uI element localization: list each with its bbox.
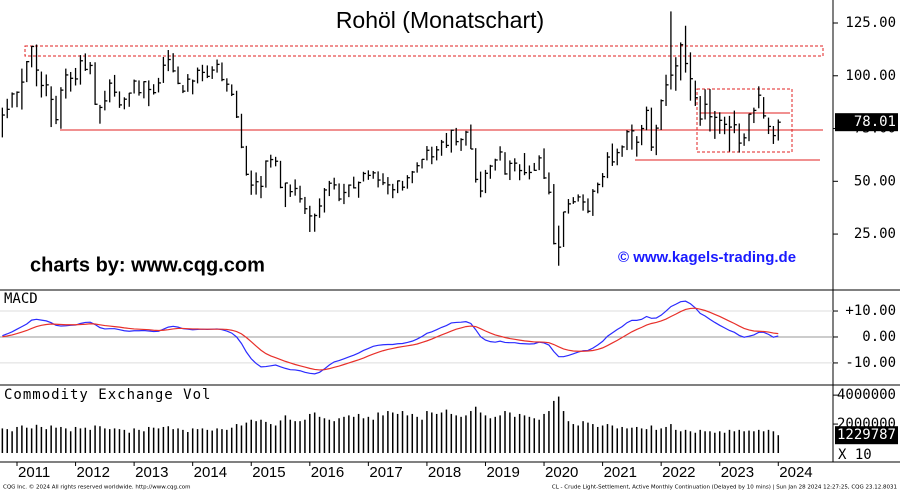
y-tick-label: -10.00	[845, 355, 896, 371]
x-tick-label: 2021	[604, 464, 637, 481]
y-tick-label: 25.00	[854, 226, 896, 242]
y-tick-label: +10.00	[845, 303, 896, 319]
macd-line	[2, 307, 779, 371]
annotations	[24, 45, 824, 161]
x-tick-label: 2018	[428, 464, 461, 481]
panel-title: Commodity Exchange Vol	[4, 387, 211, 403]
x-tick-label: 2024	[779, 464, 812, 481]
range-box	[696, 88, 793, 153]
annotation: © www.kagels-trading.de	[618, 249, 796, 266]
footer-right: CL - Crude Light-Settlement, Active Mont…	[552, 485, 897, 491]
x-tick-label: 2022	[662, 464, 695, 481]
x-tick-label: 2023	[721, 464, 754, 481]
y-tick-label: 4000000	[837, 387, 896, 403]
x-tick-label: 2012	[77, 464, 110, 481]
x-tick-label: 2016	[311, 464, 344, 481]
x-tick-label: 2015	[252, 464, 285, 481]
x-tick-label: 2017	[369, 464, 402, 481]
annotation: charts by: www.cqg.com	[30, 254, 265, 276]
last-price-label: 78.01	[854, 114, 896, 130]
y-tick-label: 125.00	[845, 15, 896, 31]
chart-title: Rohöl (Monatschart)	[336, 7, 544, 33]
panel-title: MACD	[4, 291, 38, 307]
macd-line	[2, 300, 779, 375]
footer-left: CQG Inc. © 2024 All rights reserved worl…	[3, 484, 190, 491]
resistance-zone	[24, 45, 824, 57]
y-tick-label: 100.00	[845, 68, 896, 84]
x-tick-label: 2013	[135, 464, 168, 481]
last-volume-box	[835, 426, 898, 445]
last-price-box	[835, 113, 898, 132]
last-volume-label: 1229787	[837, 427, 896, 443]
y-tick-label: 50.00	[854, 173, 896, 189]
x-tick-label: 2014	[194, 464, 227, 481]
x-tick-label: 2020	[545, 464, 578, 481]
scale-label: X 10	[838, 447, 872, 463]
y-tick-label: 0.00	[862, 329, 896, 345]
x-tick-label: 2011	[18, 464, 50, 481]
x-tick-label: 2019	[486, 464, 519, 481]
